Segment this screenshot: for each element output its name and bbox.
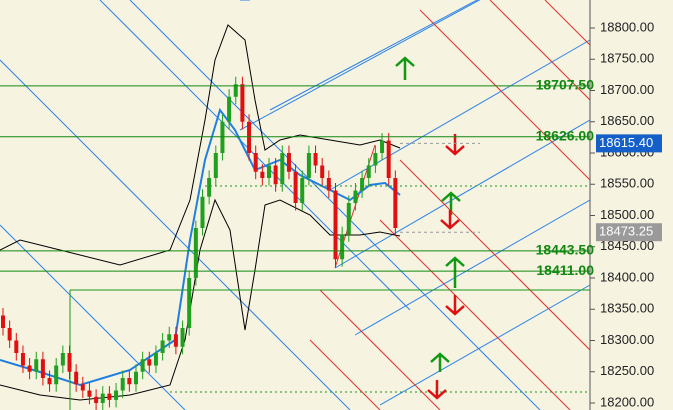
candle-body: [373, 153, 378, 166]
down-arrow: [427, 380, 447, 400]
candle-body: [160, 340, 165, 353]
y-tick-label: 18500.00: [600, 207, 654, 222]
y-tick-label: 18650.00: [600, 113, 654, 128]
down-arrow: [445, 134, 465, 156]
candle-body: [326, 178, 331, 191]
candle-body: [87, 390, 92, 397]
candle-body: [80, 384, 85, 391]
down-arrow: [445, 295, 465, 316]
candle-body: [333, 190, 338, 260]
y-tick-label: 18800.00: [600, 19, 654, 34]
y-tick-label: 18300.00: [600, 332, 654, 347]
candle-body: [67, 353, 72, 372]
candle-body: [313, 153, 318, 166]
candle-body: [340, 234, 345, 260]
level-label: 18443.50: [536, 242, 595, 258]
candle-body: [366, 165, 371, 178]
level-label: 18626.00: [536, 127, 595, 143]
candle-body: [267, 165, 271, 178]
candle-body: [360, 178, 365, 191]
candle-body: [240, 84, 245, 122]
candle-body: [147, 359, 152, 366]
candle-body: [300, 178, 305, 203]
candle-body: [273, 165, 278, 185]
up-arrow: [430, 352, 450, 372]
candle-body: [1, 315, 5, 328]
y-tick-label: 18200.00: [600, 394, 654, 409]
level-label: 18707.50: [536, 77, 595, 93]
candle-body: [173, 334, 178, 347]
y-tick-label: 18750.00: [600, 51, 654, 66]
candle-body: [20, 353, 25, 366]
candle-body: [207, 178, 212, 197]
up-arrow: [395, 56, 415, 80]
candle-body: [353, 190, 358, 203]
candle-body: [114, 390, 119, 400]
price-tag-label: 18473.25: [599, 224, 653, 239]
price-tag: [596, 223, 662, 242]
blue-channel: [0, 0, 591, 410]
candle-body: [167, 334, 172, 341]
price-tag: [596, 134, 662, 153]
candle-body: [127, 378, 132, 385]
candle-body: [260, 171, 265, 178]
candle-body: [34, 359, 39, 372]
candle-body: [213, 153, 218, 178]
y-tick-label: 18400.00: [600, 269, 654, 284]
y-tick-label: 18350.00: [600, 301, 654, 316]
candle-body: [100, 393, 105, 403]
candle-body: [247, 121, 252, 153]
candle-body: [94, 396, 99, 403]
candle-body: [393, 178, 398, 228]
candle-body: [153, 353, 158, 366]
candle-body: [54, 365, 59, 385]
up-arrow: [445, 256, 465, 288]
candle-body: [47, 378, 52, 385]
candle-body: [386, 140, 391, 178]
candle-body: [187, 278, 192, 328]
arrows: [395, 56, 465, 400]
candle-body: [220, 121, 225, 153]
candle-body: [60, 353, 65, 366]
y-tick-label: 18550.00: [600, 176, 654, 191]
upper-band: [0, 24, 401, 266]
y-tick-label: 18250.00: [600, 363, 654, 378]
candle-body: [107, 393, 112, 400]
candle-body: [193, 228, 198, 278]
candle-body: [293, 171, 298, 203]
candle-body: [180, 328, 185, 347]
candle-body: [74, 371, 79, 385]
y-tick-label: 18450.00: [600, 238, 654, 253]
candle-body: [320, 165, 325, 178]
candle-body: [134, 371, 138, 385]
candle-body: [140, 359, 145, 372]
candle-body: [27, 365, 32, 372]
candle-body: [14, 340, 19, 353]
candle-body: [306, 153, 311, 178]
candle-body: [346, 203, 351, 235]
price-tag-label: 18615.40: [599, 135, 653, 150]
down-arrow: [440, 210, 460, 230]
level-label: 18411.00: [536, 262, 594, 278]
candle-body: [120, 378, 125, 391]
candle-body: [227, 96, 232, 122]
candle-body: [253, 153, 258, 172]
candle-body: [7, 328, 12, 341]
candle-body: [40, 359, 45, 378]
candle-body: [200, 196, 205, 228]
candle-body: [380, 140, 385, 153]
y-tick-label: 18700.00: [600, 82, 654, 97]
candle-body: [286, 153, 291, 172]
candle-body: [233, 84, 238, 97]
candle-body: [280, 153, 285, 185]
